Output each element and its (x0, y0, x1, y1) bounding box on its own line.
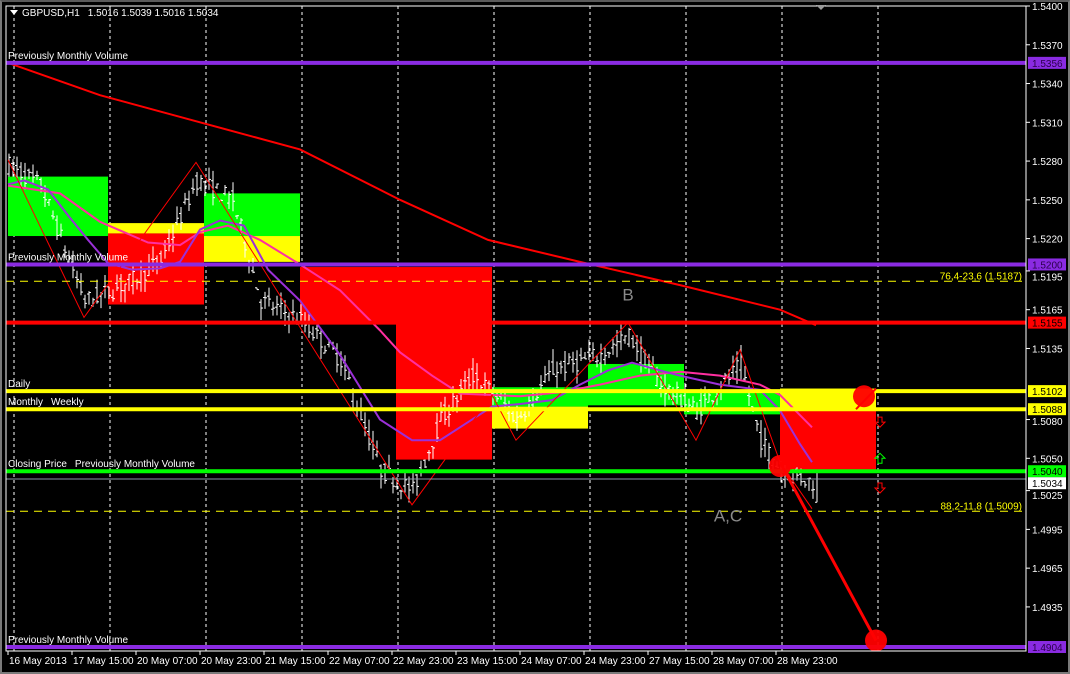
time-tick-label: 20 May 07:00 (137, 656, 198, 667)
price-tick-label: 1.5135 (1032, 344, 1063, 355)
level-label: Previously Monthly Volume (8, 635, 128, 646)
zigzag-line (7, 159, 813, 509)
price-tag-label: 1.5200 (1032, 260, 1063, 271)
time-tick-label: 28 May 07:00 (713, 656, 774, 667)
time-tick-label: 24 May 23:00 (585, 656, 646, 667)
time-tick-label: 20 May 23:00 (201, 656, 262, 667)
zones (8, 176, 876, 470)
plot-frame (5, 5, 1027, 652)
price-tick-label: 1.5370 (1032, 41, 1063, 52)
arrow-up-icon (873, 452, 887, 464)
zone-box (780, 407, 876, 470)
price-tick-label: 1.4935 (1032, 603, 1063, 614)
time-tick-label: 16 May 2013 (9, 656, 67, 667)
price-tick-label: 1.4995 (1032, 525, 1063, 536)
price-tick-label: 1.5080 (1032, 417, 1063, 428)
price-tick-label: 1.5250 (1032, 196, 1063, 207)
price-tag-label: 1.4904 (1032, 643, 1063, 654)
moving-average-line (7, 61, 817, 327)
level-label: Previously Monthly Volume (8, 252, 128, 263)
zone-box (780, 388, 876, 408)
price-tag-label: 1.5356 (1032, 59, 1063, 70)
wave-label: B (622, 286, 633, 305)
level-label: Monthly (8, 397, 43, 408)
time-tick-label: 22 May 23:00 (393, 656, 454, 667)
zone-box (300, 267, 396, 324)
zigzag (7, 159, 813, 509)
level-label: Previously Monthly Volume (75, 459, 195, 470)
zone-box (204, 193, 300, 237)
time-tick-label: 28 May 23:00 (777, 656, 838, 667)
scroll-marker-icon[interactable] (816, 5, 826, 10)
price-tick-label: 1.5195 (1032, 272, 1063, 283)
price-axis: 1.5400 1.5370 1.5340 1.5310 1.5280 1.5250 1.52… (1026, 2, 1066, 654)
time-tick-label: 24 May 07:00 (521, 656, 582, 667)
time-tick-label: 23 May 15:00 (457, 656, 518, 667)
horizontal-levels: 76,4-23,6 (1.5187) 88,2-11,8 (1.5009) Prev… (6, 51, 1026, 649)
price-tag (1028, 385, 1066, 398)
time-tick-label: 27 May 15:00 (649, 656, 710, 667)
price-tick-label: 1.5025 (1032, 491, 1063, 502)
fib-level-label: 76,4-23,6 (1.5187) (940, 271, 1022, 282)
zone-box (396, 267, 492, 460)
zone-box (8, 176, 108, 237)
price-tag-label: 1.5088 (1032, 405, 1063, 416)
time-tick-label: 17 May 15:00 (73, 656, 134, 667)
price-tick-label: 1.4965 (1032, 564, 1063, 575)
price-tick-label: 1.5310 (1032, 118, 1063, 129)
wave-label: A,C (714, 507, 742, 526)
price-tick-label: 1.5340 (1032, 80, 1063, 91)
moving-average-line (7, 184, 813, 428)
target-circle (865, 629, 887, 652)
price-tick-label: 1.5220 (1032, 235, 1063, 246)
arrow-down-icon (873, 416, 887, 428)
price-tick-label: 1.5050 (1032, 454, 1063, 465)
level-label: Daily (8, 379, 30, 390)
level-label: Previously Monthly Volume (8, 51, 128, 62)
markers: B A,C (622, 286, 887, 652)
price-tick-label: 1.5165 (1032, 306, 1063, 317)
price-tag (1028, 465, 1066, 478)
daily-touch-circle (853, 385, 875, 408)
price-tag-label: 1.5040 (1032, 467, 1063, 478)
price-tick-label: 1.5280 (1032, 157, 1063, 168)
zone-box (492, 406, 588, 429)
entry-circle (769, 455, 791, 478)
fib-level-label: 88,2-11,8 (1.5009) (940, 501, 1022, 512)
price-tag (1028, 56, 1066, 69)
triangle-down-icon[interactable] (10, 10, 18, 15)
ohlc-readout: 1.5016 1.5039 1.5016 1.5034 (88, 8, 219, 19)
level-label: Closing Price (8, 459, 67, 470)
price-tag (1028, 258, 1066, 271)
price-tag (1028, 403, 1066, 416)
price-tag (1028, 477, 1066, 490)
projection-line (778, 461, 878, 642)
price-tag (1028, 640, 1066, 653)
price-tag-label: 1.5034 (1032, 479, 1063, 490)
arrow-down-icon (873, 482, 887, 494)
price-tag-label: 1.5155 (1032, 319, 1063, 330)
level-label: Weekly (51, 397, 84, 408)
touch-line (855, 387, 877, 410)
price-tag-label: 1.5102 (1032, 387, 1063, 398)
symbol-label: GBPUSD,H1 (22, 8, 80, 19)
price-tag (1028, 316, 1066, 329)
time-tick-label: 21 May 15:00 (265, 656, 326, 667)
time-axis: 16 May 2013 17 May 15:00 20 May 07:00 20 Ma… (7, 651, 838, 667)
zone-box (108, 223, 204, 234)
price-tick-label: 1.5400 (1032, 2, 1063, 13)
time-tick-label: 22 May 07:00 (329, 656, 390, 667)
